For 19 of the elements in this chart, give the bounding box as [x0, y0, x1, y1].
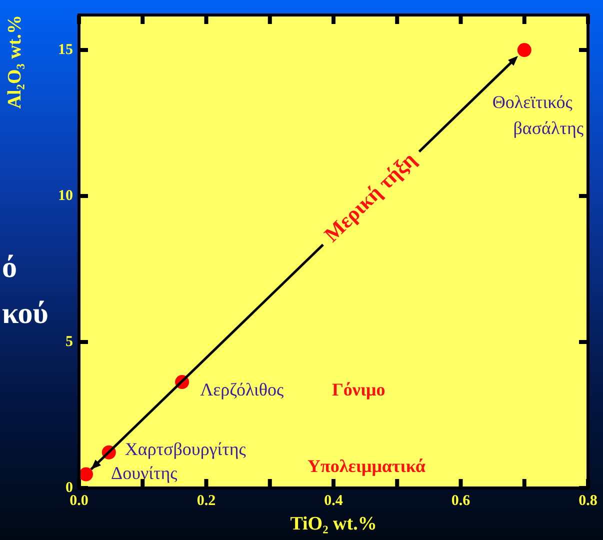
x-tick-label: 0.4	[324, 492, 344, 509]
point	[79, 467, 93, 482]
text: ό	[2, 250, 18, 286]
y-tick-label: 5	[66, 334, 73, 350]
annotation: Λερζόλιθος	[200, 380, 284, 400]
y-tick-label: 10	[58, 188, 73, 204]
x-tick-label: 0.2	[196, 492, 216, 509]
point	[517, 43, 532, 58]
x-tick-label: 0.8	[578, 492, 598, 509]
annotation: Χαρτσβουργίτης	[124, 439, 246, 460]
annotation: Δουνίτης	[111, 463, 178, 484]
x-tick-label: 0.6	[451, 492, 471, 509]
y-tick-label: 15	[58, 42, 73, 58]
annotation: Θολεϊτικός βασάλτης	[492, 92, 584, 138]
y-axis-title: Al₂O₃ wt.%	[4, 15, 26, 109]
text: κού	[2, 296, 48, 332]
annotation: Γόνιμο	[332, 380, 386, 400]
x-axis-title: TiO₂ wt.%	[290, 514, 377, 535]
annotation: Υπολειμματικά	[308, 456, 426, 476]
